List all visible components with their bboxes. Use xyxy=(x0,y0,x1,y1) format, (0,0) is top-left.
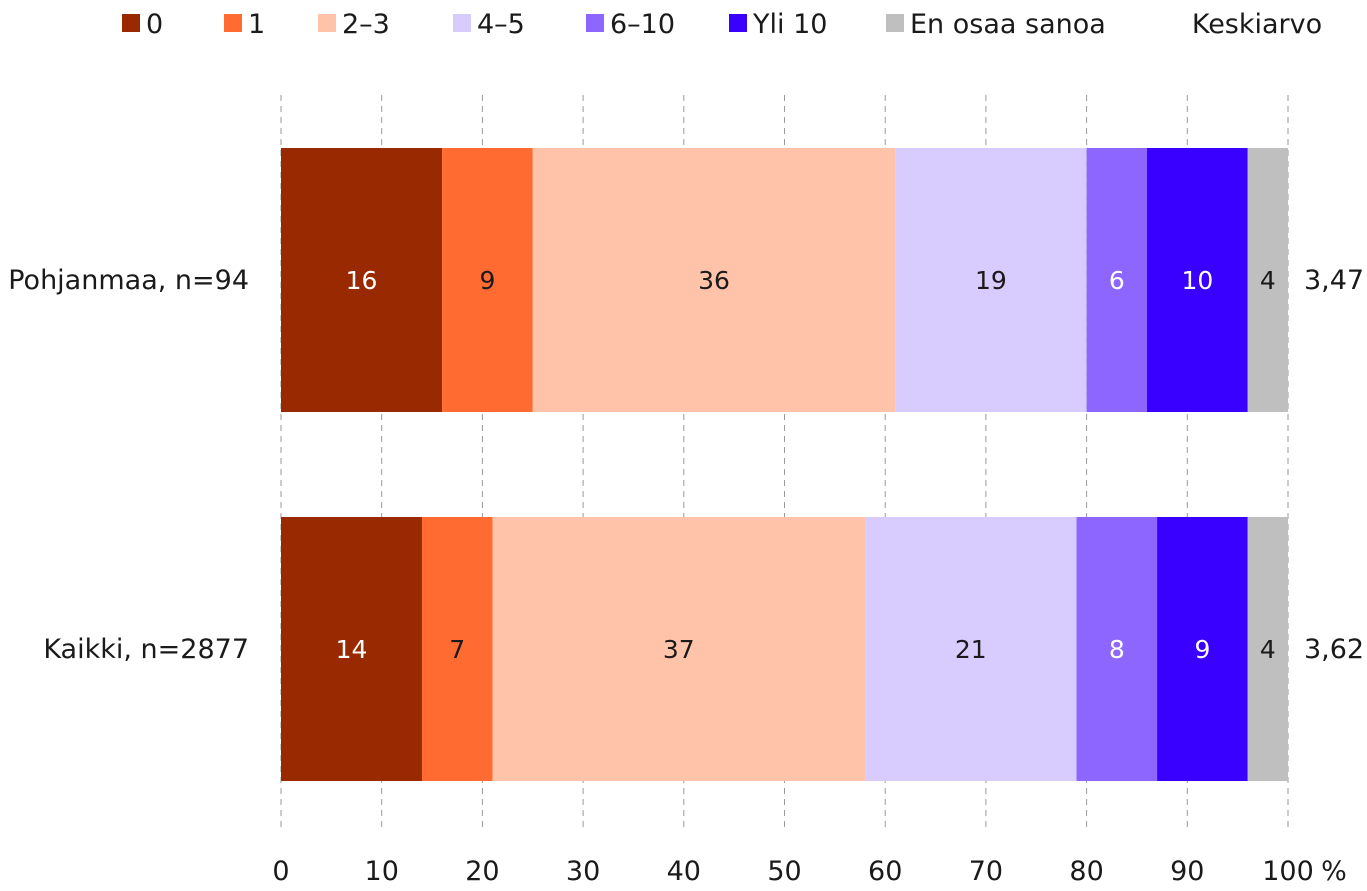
bar-segment-pohjanmaa-n-94-1 xyxy=(442,148,533,412)
bar-segment-pohjanmaa-n-94-4-5 xyxy=(895,148,1087,412)
legend-label-4-5: 4–5 xyxy=(477,9,525,40)
data-label-pohjanmaa-n-94-1: 9 xyxy=(479,266,495,295)
legend-swatch-6-10 xyxy=(586,14,604,32)
x-tick-label-60: 60 xyxy=(868,856,902,887)
bar-segment-kaikki-n-2877-6-10 xyxy=(1076,517,1158,781)
x-tick-label-20: 20 xyxy=(465,856,499,887)
data-label-kaikki-n-2877-4-5: 21 xyxy=(955,635,987,664)
x-tick-label-80: 80 xyxy=(1069,856,1103,887)
category-label-pohjanmaa-n-94: Pohjanmaa, n=94 xyxy=(8,265,249,296)
bar-segment-kaikki-n-2877-1 xyxy=(421,517,493,781)
data-label-kaikki-n-2877-1: 7 xyxy=(449,635,465,664)
data-label-kaikki-n-2877-6-10: 8 xyxy=(1109,635,1125,664)
legend-swatch-1 xyxy=(224,14,242,32)
category-label-kaikki-n-2877: Kaikki, n=2877 xyxy=(43,634,249,665)
bar-segment-pohjanmaa-n-94-0 xyxy=(281,148,443,412)
data-label-kaikki-n-2877-yli-10: 9 xyxy=(1194,635,1210,664)
bar-area: 16 9 36 19 6 10 4 Pohjanmaa, n=94 3,47 14 7 37 21 8 9 4… xyxy=(8,148,1364,781)
legend-swatch-2-3 xyxy=(318,14,336,32)
data-label-pohjanmaa-n-94-6-10: 6 xyxy=(1109,266,1125,295)
x-tick-label-70: 70 xyxy=(969,856,1003,887)
legend-label-0: 0 xyxy=(146,9,163,40)
bar-segment-pohjanmaa-n-94-6-10 xyxy=(1086,148,1148,412)
legend-label-en-osaa-sanoa: En osaa sanoa xyxy=(910,9,1106,40)
x-tick-label-90: 90 xyxy=(1170,856,1204,887)
average-column-header: Keskiarvo xyxy=(1192,9,1322,40)
data-label-pohjanmaa-n-94-0: 16 xyxy=(346,266,378,295)
legend-swatch-0 xyxy=(122,14,140,32)
legend-label-2-3: 2–3 xyxy=(342,9,390,40)
legend: 0 1 2–3 4–5 6–10 Yli 10 En osaa sanoa xyxy=(122,9,1106,40)
bar-segment-pohjanmaa-n-94-2-3 xyxy=(532,148,896,412)
data-label-pohjanmaa-n-94-2-3: 36 xyxy=(698,266,730,295)
x-tick-label-0: 0 xyxy=(272,856,289,887)
data-label-pohjanmaa-n-94-yli-10: 10 xyxy=(1181,266,1213,295)
bar-segment-kaikki-n-2877-2-3 xyxy=(492,517,866,781)
legend-swatch-yli-10 xyxy=(729,14,747,32)
legend-label-1: 1 xyxy=(248,9,265,40)
data-label-kaikki-n-2877-en-osaa-sanoa: 4 xyxy=(1260,635,1276,664)
data-label-pohjanmaa-n-94-en-osaa-sanoa: 4 xyxy=(1260,266,1276,295)
bar-segment-pohjanmaa-n-94-yli-10 xyxy=(1147,148,1248,412)
data-label-kaikki-n-2877-0: 14 xyxy=(336,635,368,664)
x-axis-unit: % xyxy=(1321,856,1347,887)
bar-segment-kaikki-n-2877-en-osaa-sanoa xyxy=(1247,517,1288,781)
bar-segment-kaikki-n-2877-yli-10 xyxy=(1157,517,1248,781)
bar-segment-kaikki-n-2877-0 xyxy=(281,517,422,781)
x-tick-label-40: 40 xyxy=(667,856,701,887)
legend-label-6-10: 6–10 xyxy=(610,9,675,40)
x-tick-label-50: 50 xyxy=(767,856,801,887)
average-value-kaikki-n-2877: 3,62 xyxy=(1304,634,1364,665)
data-label-kaikki-n-2877-2-3: 37 xyxy=(663,635,695,664)
bar-segment-kaikki-n-2877-4-5 xyxy=(865,517,1077,781)
bar-segment-pohjanmaa-n-94-en-osaa-sanoa xyxy=(1247,148,1288,412)
x-tick-label-10: 10 xyxy=(365,856,399,887)
x-axis: 0 10 20 30 40 50 60 70 80 90 100 xyxy=(272,856,1313,887)
data-label-pohjanmaa-n-94-4-5: 19 xyxy=(975,266,1007,295)
x-tick-label-30: 30 xyxy=(566,856,600,887)
legend-swatch-en-osaa-sanoa xyxy=(886,14,904,32)
legend-label-yli-10: Yli 10 xyxy=(752,9,827,40)
average-value-pohjanmaa-n-94: 3,47 xyxy=(1304,265,1364,296)
legend-swatch-4-5 xyxy=(453,14,471,32)
x-tick-label-100: 100 xyxy=(1262,856,1314,887)
